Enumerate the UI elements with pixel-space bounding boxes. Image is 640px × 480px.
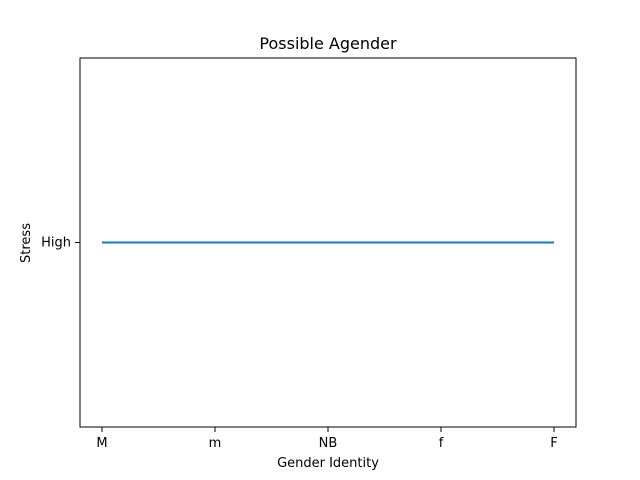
x-tick-label: M (96, 436, 107, 451)
x-tick-label: m (209, 436, 222, 451)
x-tick-label: NB (319, 436, 338, 451)
y-tick-label: High (41, 236, 71, 251)
x-axis-label: Gender Identity (277, 456, 379, 471)
y-axis-label: Stress (19, 223, 34, 263)
x-tick-label: f (439, 436, 444, 451)
chart-title: Possible Agender (259, 34, 397, 53)
x-tick-label: F (550, 436, 557, 451)
